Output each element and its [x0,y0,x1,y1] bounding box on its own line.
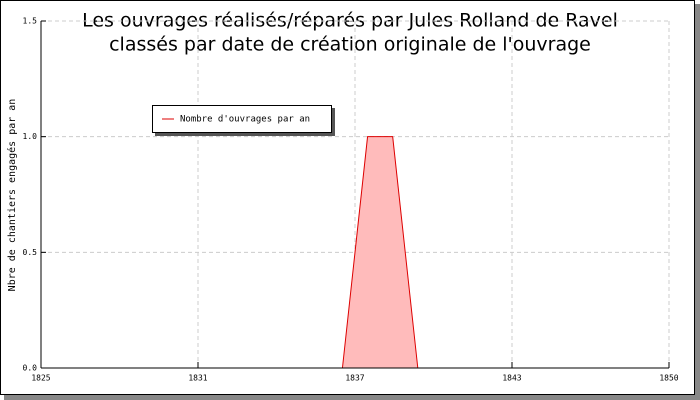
y-axis-label: Nbre de chantiers engagés par an [6,99,18,292]
x-tick-label: 1850 [659,374,678,383]
chart-subtitle: classés par date de création originale d… [109,34,591,56]
area [342,136,418,368]
x-tick-label: 1825 [31,374,50,383]
line [341,136,419,369]
x-tick-label: 1837 [345,374,364,383]
y-tick-label: 0.5 [23,248,38,257]
x-tick-label: 1843 [502,374,521,383]
legend-label: Nombre d'ouvrages par an [180,115,310,125]
x-tick-label: 1831 [188,374,207,383]
y-tick-label: 1.0 [23,132,38,141]
y-tick-label: 0.0 [23,364,38,373]
y-tick-label: 1.5 [23,17,38,26]
legend [152,105,332,133]
